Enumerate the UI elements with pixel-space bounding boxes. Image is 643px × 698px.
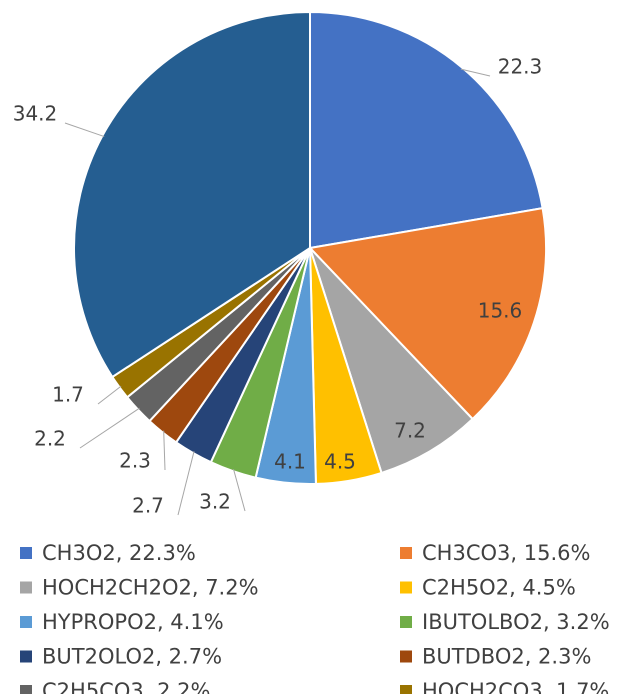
leader-line — [163, 430, 166, 471]
leader-line — [79, 407, 140, 449]
data-label: 7.2 — [394, 419, 426, 443]
legend-label: C2H5O2, 4.5% — [422, 576, 576, 600]
leader-line — [233, 469, 246, 512]
legend-swatch — [20, 581, 32, 594]
data-label: 15.6 — [478, 299, 523, 323]
legend-label: HOCH2CH2O2, 7.2% — [42, 576, 259, 600]
legend-swatch — [20, 616, 32, 628]
legend-swatch — [20, 650, 32, 663]
pie-slice — [307, 207, 547, 421]
pie-slice — [309, 247, 475, 475]
leader-line — [460, 68, 491, 77]
legend-label: HYPROPO2, 4.1% — [42, 610, 224, 634]
legend-swatch — [20, 685, 32, 697]
leader-line — [64, 122, 105, 138]
legend-label: IBUTOLBO2, 3.2% — [422, 610, 610, 634]
legend-label: C2H5CO3, 2.2% — [42, 679, 210, 694]
legend-label: CH3O2, 22.3% — [42, 541, 196, 565]
data-label: 34.2 — [13, 102, 58, 126]
data-label: 4.1 — [274, 450, 306, 474]
data-label: 1.7 — [52, 383, 84, 407]
data-label: 2.7 — [132, 494, 164, 518]
pie-slice — [309, 10, 544, 250]
leader-line — [177, 451, 195, 516]
data-label: 2.2 — [34, 427, 66, 451]
legend-label: CH3CO3, 15.6% — [422, 541, 590, 565]
legend-label: HOCH2CO3, 1.7% — [422, 679, 609, 694]
legend-swatch — [400, 581, 412, 594]
data-label: 3.2 — [199, 490, 231, 514]
data-label: 22.3 — [498, 55, 543, 79]
legend-label: BUTDBO2, 2.3% — [422, 645, 591, 669]
legend-swatch — [400, 650, 412, 663]
legend-swatch — [20, 547, 32, 559]
legend-swatch — [400, 685, 412, 697]
data-label: 2.3 — [119, 449, 151, 473]
legend-label: BUT2OLO2, 2.7% — [42, 645, 222, 669]
data-label: 4.5 — [324, 450, 356, 474]
legend-swatch — [400, 616, 412, 628]
leader-line — [97, 385, 122, 405]
legend-swatch — [400, 547, 412, 559]
